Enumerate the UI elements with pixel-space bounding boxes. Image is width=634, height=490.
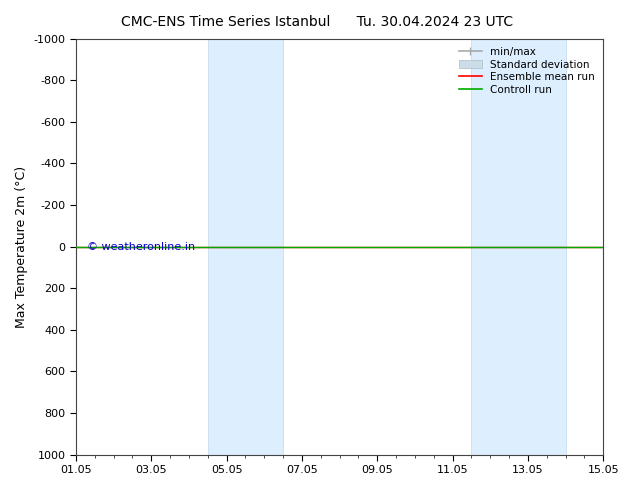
Bar <box>472 39 566 455</box>
Bar <box>208 39 283 455</box>
Legend: min/max, Standard deviation, Ensemble mean run, Controll run: min/max, Standard deviation, Ensemble me… <box>456 44 598 98</box>
Y-axis label: Max Temperature 2m (°C): Max Temperature 2m (°C) <box>15 166 28 328</box>
Text: © weatheronline.in: © weatheronline.in <box>86 242 195 251</box>
Text: CMC-ENS Time Series Istanbul      Tu. 30.04.2024 23 UTC: CMC-ENS Time Series Istanbul Tu. 30.04.2… <box>121 15 513 29</box>
